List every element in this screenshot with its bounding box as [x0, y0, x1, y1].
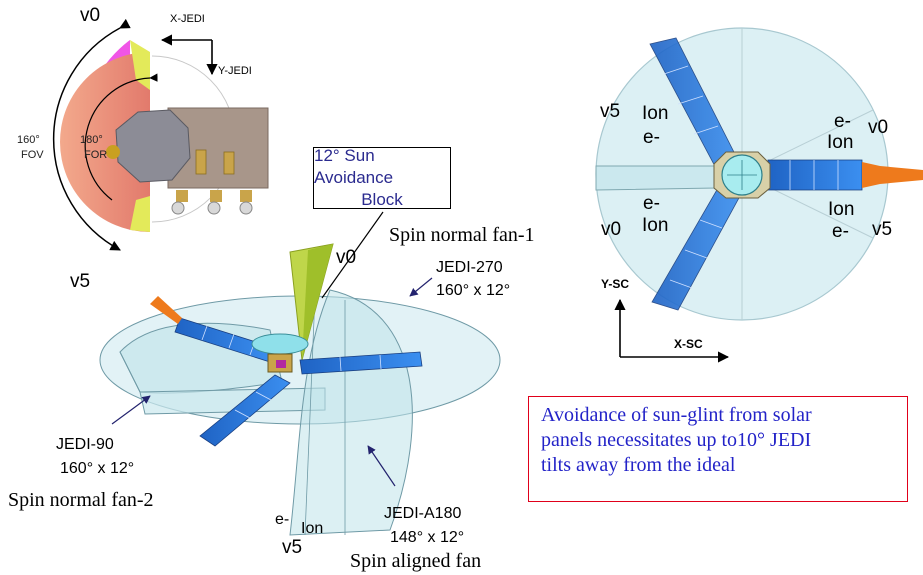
- for-text-label: FOR: [84, 149, 108, 161]
- jedi-a180-fov-label: 148° x 12°: [390, 529, 465, 546]
- top-right-panel: [595, 27, 923, 363]
- y-jedi-label: Y-JEDI: [218, 65, 252, 77]
- sun-block-line1: 12° Sun Avoidance: [314, 145, 394, 187]
- sun-block-wedge-top: [130, 40, 150, 90]
- tr-v5-right: v5: [872, 219, 893, 240]
- fan-slot-left: [595, 165, 717, 191]
- jedi-a180-label: JEDI-A180: [384, 505, 462, 522]
- tr-e-lower-left: e-: [643, 193, 660, 214]
- solar-panel-bottom: [199, 374, 291, 447]
- fov-value-label: 160°: [17, 134, 40, 146]
- tr-e-upper-left: e-: [643, 127, 660, 148]
- jedi-270-fov-label: 160° x 12°: [436, 282, 511, 299]
- tr-ion-upper-right: Ion: [827, 132, 854, 153]
- solar-panel-right-arm: [767, 159, 923, 191]
- jedi-90-fov-label: 160° x 12°: [60, 460, 135, 477]
- tl-v5-label: v5: [70, 271, 91, 292]
- for-arc-arrow: [84, 73, 158, 201]
- center-ion-label: Ion: [301, 520, 324, 537]
- fov-arc-arrow: [52, 18, 131, 251]
- note-line1: Avoidance of sun-glint from solar: [541, 404, 812, 426]
- top-left-fov-panel: [52, 18, 269, 251]
- tr-ion-lower-left: Ion: [642, 215, 669, 236]
- spin-normal-fan-1-label: Spin normal fan-1: [389, 224, 535, 246]
- note-line3: tilts away from the ideal: [541, 454, 736, 476]
- center-v0-label: v0: [336, 247, 357, 268]
- tl-v0-label: v0: [80, 5, 101, 26]
- sun-avoidance-block-box: 12° Sun Avoidance Block: [313, 145, 451, 210]
- tr-ion-lower-right: Ion: [828, 199, 855, 220]
- for-value-label: 180°: [80, 134, 103, 146]
- sun-block-line2: Block: [361, 190, 403, 210]
- y-sc-label: Y-SC: [601, 277, 630, 291]
- tr-ion-upper-left: Ion: [642, 103, 669, 124]
- tr-v0-right: v0: [868, 117, 889, 138]
- jedi-90-label: JEDI-90: [56, 436, 114, 453]
- center-v5-label: v5: [282, 537, 303, 558]
- spin-normal-fan-2-label: Spin normal fan-2: [8, 489, 154, 511]
- solar-panel-right: [299, 351, 423, 375]
- sun-glint-note-box: Avoidance of sun-glint from solar panels…: [528, 396, 908, 502]
- spin-aligned-fan-label: Spin aligned fan: [350, 550, 482, 572]
- hga-dish: [251, 333, 309, 355]
- x-sc-label: X-SC: [674, 337, 703, 351]
- center-spacecraft-panel: [99, 211, 501, 536]
- center-e-label: e-: [275, 511, 290, 528]
- note-line2: panels necessitates up to10° JEDI: [541, 429, 812, 451]
- jedi-270-label: JEDI-270: [436, 259, 503, 276]
- tr-v5-label: v5: [600, 101, 621, 122]
- tr-v0-left: v0: [601, 219, 622, 240]
- x-jedi-label: X-JEDI: [170, 13, 205, 25]
- tr-e-lower-right: e-: [832, 221, 849, 242]
- tr-e-upper-right: e-: [834, 111, 851, 132]
- fov-text-label: FOV: [21, 149, 44, 161]
- sun-block-wedge-bottom: [130, 196, 150, 232]
